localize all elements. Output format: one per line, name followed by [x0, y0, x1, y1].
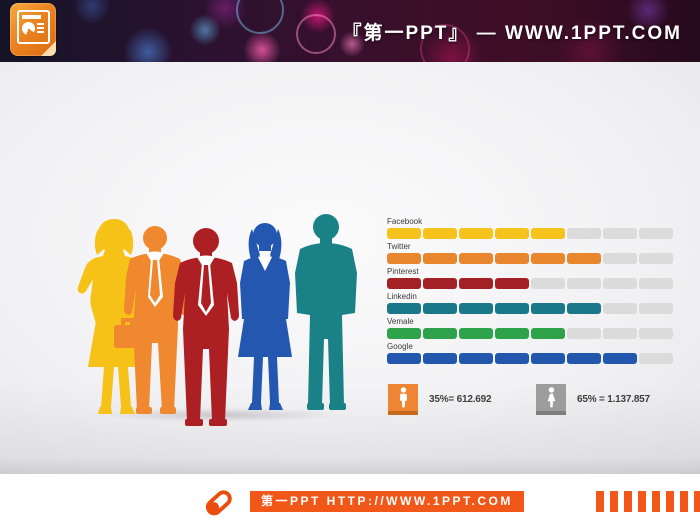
bar-segment	[603, 328, 637, 339]
bar-segment	[495, 328, 529, 339]
chart-row: Linkedin	[387, 292, 673, 314]
bar-segment	[639, 328, 673, 339]
chart-row-label: Twitter	[387, 242, 411, 251]
bar-segment	[639, 353, 673, 364]
bar-segment	[531, 278, 565, 289]
social-media-bar-chart: Facebook Twitter Pinterest Linkedin Vemale Go…	[387, 217, 673, 367]
pie-chart-glyph	[22, 22, 35, 35]
legend-female-value: 65% = 1.137.857	[577, 394, 650, 405]
powerpoint-logo-icon	[10, 3, 56, 56]
bar-segment	[531, 253, 565, 264]
bar-segment	[387, 328, 421, 339]
bar-segment	[639, 303, 673, 314]
chart-row-label: Facebook	[387, 217, 423, 226]
bar-segment	[423, 253, 457, 264]
bar-segment	[531, 303, 565, 314]
bar-segment	[423, 353, 457, 364]
bar-segment	[531, 353, 565, 364]
chart-bar	[387, 253, 673, 264]
bar-segment	[387, 253, 421, 264]
bar-segment	[603, 278, 637, 289]
businessman-red-silhouette	[164, 227, 248, 427]
bar-segment	[495, 228, 529, 239]
bar-segment	[567, 353, 601, 364]
chart-legend: 35%= 612.692 65% = 1.137.857	[388, 384, 678, 418]
bar-segment	[423, 328, 457, 339]
bar-segment	[603, 228, 637, 239]
legend-male-value: 35%= 612.692	[429, 394, 492, 405]
bar-segment	[639, 228, 673, 239]
bar-segment	[531, 328, 565, 339]
barcode-stripes	[596, 491, 700, 512]
bar-segment	[531, 228, 565, 239]
bar-segment	[387, 278, 421, 289]
bar-segment	[423, 278, 457, 289]
businesswoman-blue-silhouette	[228, 221, 302, 415]
legend-item-male: 35%= 612.692	[388, 384, 492, 415]
bar-segment	[603, 253, 637, 264]
footer-url-banner[interactable]: 第一PPT HTTP://WWW.1PPT.COM	[250, 491, 524, 512]
bar-segment	[603, 303, 637, 314]
bar-segment	[423, 228, 457, 239]
bar-segment	[495, 253, 529, 264]
chart-row-label: Pinterest	[387, 267, 419, 276]
bar-segment	[459, 253, 493, 264]
bar-segment	[495, 353, 529, 364]
bar-segment	[459, 328, 493, 339]
silhouette-group	[56, 207, 395, 435]
chart-row: Google	[387, 342, 673, 364]
bar-segment	[459, 228, 493, 239]
bar-segment	[567, 228, 601, 239]
chart-row: Facebook	[387, 217, 673, 239]
bar-segment	[459, 353, 493, 364]
chart-row-label: Google	[387, 342, 413, 351]
bar-segment	[495, 303, 529, 314]
slide-preview: Facebook Twitter Pinterest Linkedin Vemale Go…	[0, 62, 700, 474]
page-curl	[41, 41, 56, 56]
bokeh-ring	[236, 0, 284, 34]
site-footer: 第一PPT HTTP://WWW.1PPT.COM	[0, 474, 700, 525]
male-icon	[399, 387, 407, 408]
chart-row-label: Vemale	[387, 317, 414, 326]
bar-segment	[459, 303, 493, 314]
link-icon	[205, 490, 232, 516]
bar-segment	[495, 278, 529, 289]
bar-segment	[639, 278, 673, 289]
bar-segment	[567, 253, 601, 264]
bar-segment	[639, 253, 673, 264]
bar-segment	[567, 303, 601, 314]
legend-item-female: 65% = 1.137.857	[536, 384, 650, 415]
document-glyph	[17, 10, 50, 44]
businessman-teal-silhouette	[284, 213, 368, 411]
bar-segment	[459, 278, 493, 289]
bar-segment	[567, 278, 601, 289]
bokeh-ring	[296, 14, 336, 54]
bar-segment	[423, 303, 457, 314]
legend-male-box	[388, 384, 418, 415]
site-header: 『第一PPT』 — WWW.1PPT.COM	[0, 0, 700, 74]
chart-bar	[387, 328, 673, 339]
chart-bar	[387, 278, 673, 289]
chart-bar	[387, 353, 673, 364]
bar-segment	[387, 228, 421, 239]
chart-row: Vemale	[387, 317, 673, 339]
bar-segment	[387, 353, 421, 364]
site-title: 『第一PPT』 — WWW.1PPT.COM	[342, 22, 682, 44]
legend-female-box	[536, 384, 566, 415]
bar-segment	[567, 328, 601, 339]
chart-bar	[387, 228, 673, 239]
chart-row-label: Linkedin	[387, 292, 417, 301]
bar-segment	[387, 303, 421, 314]
chart-row: Pinterest	[387, 267, 673, 289]
chart-row: Twitter	[387, 242, 673, 264]
female-icon	[547, 387, 555, 408]
bar-segment	[603, 353, 637, 364]
businessman-orange-silhouette	[110, 225, 200, 415]
chart-rows: Facebook Twitter Pinterest Linkedin Vemale Go…	[387, 217, 673, 364]
chart-bar	[387, 303, 673, 314]
